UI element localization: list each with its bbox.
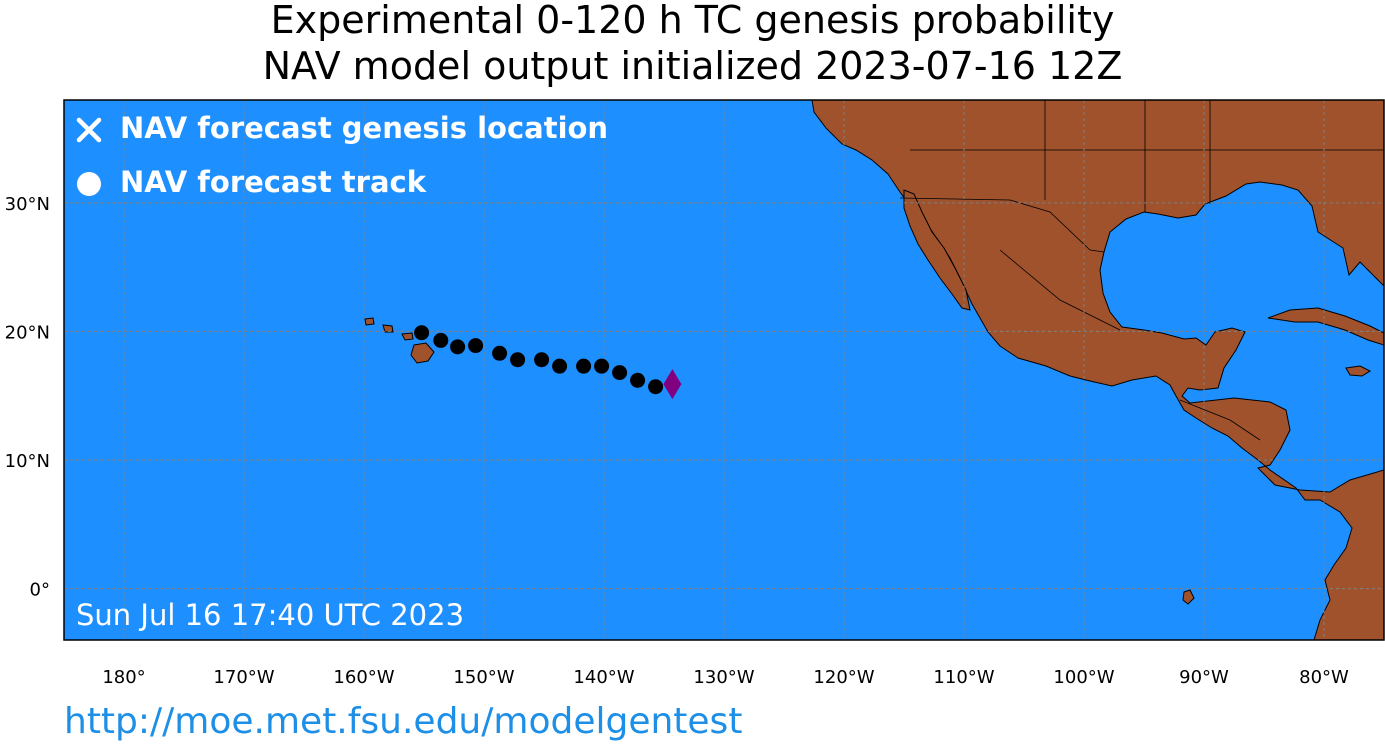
x-tick-label: 180°	[102, 667, 145, 688]
track-point	[648, 379, 664, 395]
track-point	[534, 352, 550, 368]
x-tick-label: 160°W	[333, 667, 394, 688]
track-point	[450, 339, 466, 355]
jamaica	[1345, 365, 1372, 377]
forecast-track	[414, 325, 664, 395]
track-point	[612, 365, 628, 381]
legend-track-label: NAV forecast track	[120, 165, 427, 199]
hawaii-maui	[401, 332, 414, 341]
galapagos	[1182, 589, 1195, 605]
baja-california	[903, 189, 971, 311]
track-point	[594, 358, 610, 374]
north-america-landmass	[811, 100, 1384, 640]
track-point	[576, 358, 592, 374]
hawaii-big-island	[410, 342, 435, 364]
cuba	[1267, 307, 1384, 346]
hawaii-kauai	[364, 317, 375, 326]
y-tick-label: 0°	[30, 580, 50, 601]
title-line-2: NAV model output initialized 2023-07-16 …	[262, 44, 1123, 88]
x-tick-label: 130°W	[693, 667, 754, 688]
track-point	[630, 372, 646, 388]
x-tick-label: 90°W	[1179, 667, 1229, 688]
track-point	[414, 325, 430, 341]
x-tick-label: 140°W	[573, 667, 634, 688]
hawaii-oahu	[382, 324, 394, 333]
x-tick-label: 150°W	[453, 667, 514, 688]
y-tick-label: 30°N	[5, 194, 50, 215]
map-frame	[63, 99, 1385, 641]
x-tick-label: 80°W	[1299, 667, 1349, 688]
y-tick-label: 10°N	[5, 451, 50, 472]
y-tick-label: 20°N	[5, 322, 50, 343]
graticule	[64, 100, 1384, 640]
genesis-diamond-marker	[663, 369, 682, 400]
y-axis-ticks: 30°N 20°N 10°N 0°	[5, 194, 50, 601]
track-point	[468, 338, 484, 354]
x-tick-label: 110°W	[933, 667, 994, 688]
x-tick-label: 120°W	[813, 667, 874, 688]
genesis-x-icon	[76, 117, 102, 143]
country-borders	[899, 100, 1384, 441]
x-tick-label: 170°W	[213, 667, 274, 688]
legend-genesis-label: NAV forecast genesis location	[120, 111, 608, 145]
x-axis-ticks: 180° 170°W 160°W 150°W 140°W 130°W 120°W 110°W 1…	[102, 667, 1349, 688]
title-line-1: Experimental 0-120 h TC genesis probabil…	[270, 0, 1115, 42]
source-url-link[interactable]: http://moe.met.fsu.edu/modelgentest	[64, 701, 743, 742]
track-dot-icon	[77, 172, 101, 196]
track-point	[433, 332, 449, 348]
valid-timestamp: Sun Jul 16 17:40 UTC 2023	[76, 598, 464, 632]
x-tick-label: 100°W	[1053, 667, 1114, 688]
genesis-layer	[663, 369, 682, 400]
legend: NAV forecast genesis location NAV foreca…	[76, 111, 608, 199]
track-point	[510, 352, 526, 368]
track-point	[552, 358, 568, 374]
track-point	[492, 345, 508, 361]
